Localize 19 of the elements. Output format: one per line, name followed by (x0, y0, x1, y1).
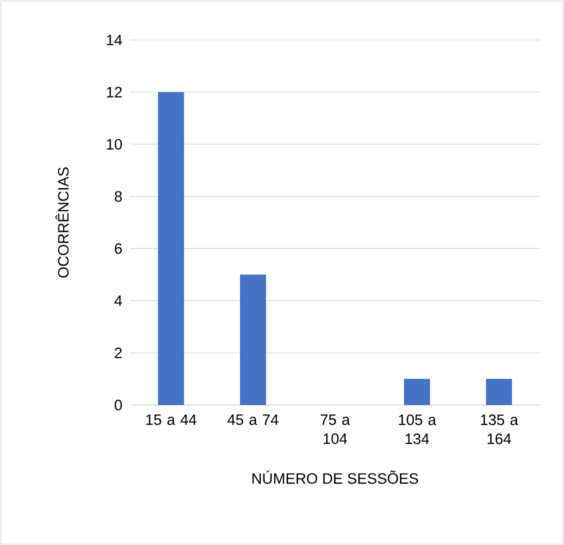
bar (404, 378, 430, 405)
y-tick-label: 2 (114, 348, 122, 358)
x-axis-title: NÚMERO DE SESSÕES (252, 470, 418, 484)
y-tick-label: 4 (114, 296, 122, 306)
x-tick-label: 105 a 134 (398, 414, 436, 444)
y-tick-label: 12 (106, 86, 122, 98)
y-tick-label: 14 (106, 34, 122, 46)
y-tick-label: 0 (114, 400, 122, 410)
y-tick-label: 6 (114, 243, 122, 254)
y-axis-title: OCORRÊNCIAS (55, 167, 69, 278)
x-tick-label: 15 a 44 (146, 414, 196, 425)
x-tick-label: 135 a 164 (480, 414, 518, 444)
bar (486, 378, 512, 405)
y-tick-label: 10 (106, 138, 122, 150)
x-tick-label: 45 a 74 (227, 414, 278, 425)
bar (158, 92, 184, 405)
bar (240, 274, 266, 405)
x-tick-label: 75 a 104 (320, 414, 350, 444)
y-tick-label: 8 (114, 191, 122, 202)
